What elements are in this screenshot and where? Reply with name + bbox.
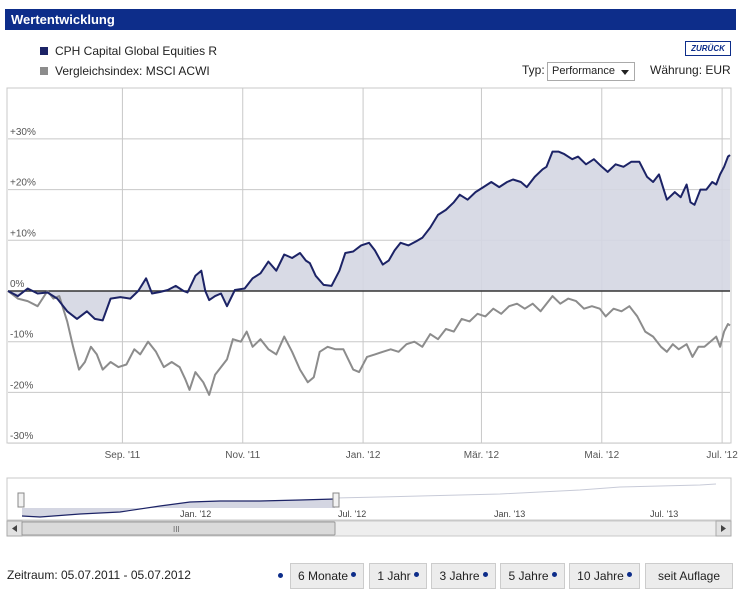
y-tick-label-1: +20% <box>10 178 36 189</box>
legend-label-fund: CPH Capital Global Equities R <box>55 44 218 58</box>
scrollbar-thumb[interactable] <box>21 521 336 536</box>
dot-icon <box>626 572 632 577</box>
legend-item-index[interactable]: Vergleichsindex: MSCI ACWI <box>40 64 210 78</box>
dot-icon <box>413 572 419 577</box>
panel-header: Wertentwicklung <box>5 9 736 30</box>
x-tick-label-1: Nov. '11 <box>225 450 260 461</box>
typ-label: Typ: <box>522 63 545 77</box>
legend-item-fund[interactable]: CPH Capital Global Equities R <box>40 44 217 58</box>
chevron-right-icon <box>721 525 726 532</box>
typ-select[interactable]: Performance <box>547 62 635 81</box>
navigator-handle-left[interactable] <box>17 492 25 508</box>
y-tick-label-5: -20% <box>10 380 33 391</box>
y-tick-label-4: -10% <box>10 330 33 341</box>
y-tick-label-6: -30% <box>10 431 33 442</box>
legend-swatch-fund <box>40 47 48 55</box>
chevron-left-icon <box>12 525 17 532</box>
series-line-1 <box>7 290 731 396</box>
navigator-tick-1: Jul. '12 <box>338 509 366 519</box>
series-layer <box>7 150 731 396</box>
navigator-tick-0: Jan. '12 <box>180 509 211 519</box>
navigator-tick-2: Jan. '13 <box>494 509 525 519</box>
range-button-6m[interactable]: 6 Monate <box>290 563 364 589</box>
navigator-series-line <box>21 498 336 518</box>
dot-icon <box>482 572 488 577</box>
x-tick-label-0: Sep. '11 <box>105 450 141 461</box>
range-button-10y[interactable]: 10 Jahre <box>569 563 640 589</box>
x-tick-label-2: Jan. '12 <box>346 450 381 461</box>
back-button[interactable]: ZURÜCK <box>685 41 731 56</box>
range-button-5y-label: 5 Jahre <box>508 569 549 583</box>
y-tick-label-0: +30% <box>10 127 36 138</box>
range-button-since-inception[interactable]: seit Auflage <box>645 563 733 589</box>
y-tick-label-3: 0% <box>10 279 25 290</box>
navigator-handle-right[interactable] <box>332 492 340 508</box>
range-button-since-inception-label: seit Auflage <box>657 569 721 583</box>
range-button-10y-label: 10 Jahre <box>577 569 624 583</box>
range-button-6m-label: 6 Monate <box>297 569 349 583</box>
x-tick-label-3: Mär. '12 <box>464 450 500 461</box>
series-line-0 <box>7 150 731 322</box>
chevron-down-icon <box>621 70 629 75</box>
panel-title: Wertentwicklung <box>11 12 115 27</box>
range-button-3y[interactable]: 3 Jahre <box>431 563 496 589</box>
legend-swatch-index <box>40 67 48 75</box>
navigator-frame <box>6 477 732 521</box>
navigator-rest-line <box>334 483 717 499</box>
dot-icon <box>351 572 357 577</box>
y-tick-label-2: +10% <box>10 228 36 239</box>
y-axis-labels: +30% +20% +10% 0% -10% -20% -30% <box>10 127 36 442</box>
range-button-1y-label: 1 Jahr <box>377 569 411 583</box>
x-axis-labels: Sep. '11 Nov. '11 Jan. '12 Mär. '12 Mai. '12… <box>105 450 739 461</box>
series-area-0 <box>8 151 730 321</box>
scrollbar-grip-icon: III <box>173 525 180 534</box>
performance-chart[interactable]: +30% +20% +10% 0% -10% -20% -30% Sep. '11 Nov. … <box>0 0 748 545</box>
typ-select-value: Performance <box>552 65 615 77</box>
x-tick-label-4: Mai. '12 <box>584 450 619 461</box>
navigator-tick-3: Jul. '13 <box>650 509 678 519</box>
range-marker-icon <box>278 573 283 578</box>
currency-label: Währung: EUR <box>650 63 731 77</box>
dot-icon <box>551 572 557 577</box>
zeitraum-label: Zeitraum: 05.07.2011 - 05.07.2012 <box>7 568 191 582</box>
range-button-3y-label: 3 Jahre <box>439 569 480 583</box>
x-tick-label-5: Jul. '12 <box>706 450 738 461</box>
range-button-1y[interactable]: 1 Jahr <box>369 563 427 589</box>
legend-label-index: Vergleichsindex: MSCI ACWI <box>55 64 210 78</box>
range-button-5y[interactable]: 5 Jahre <box>500 563 565 589</box>
